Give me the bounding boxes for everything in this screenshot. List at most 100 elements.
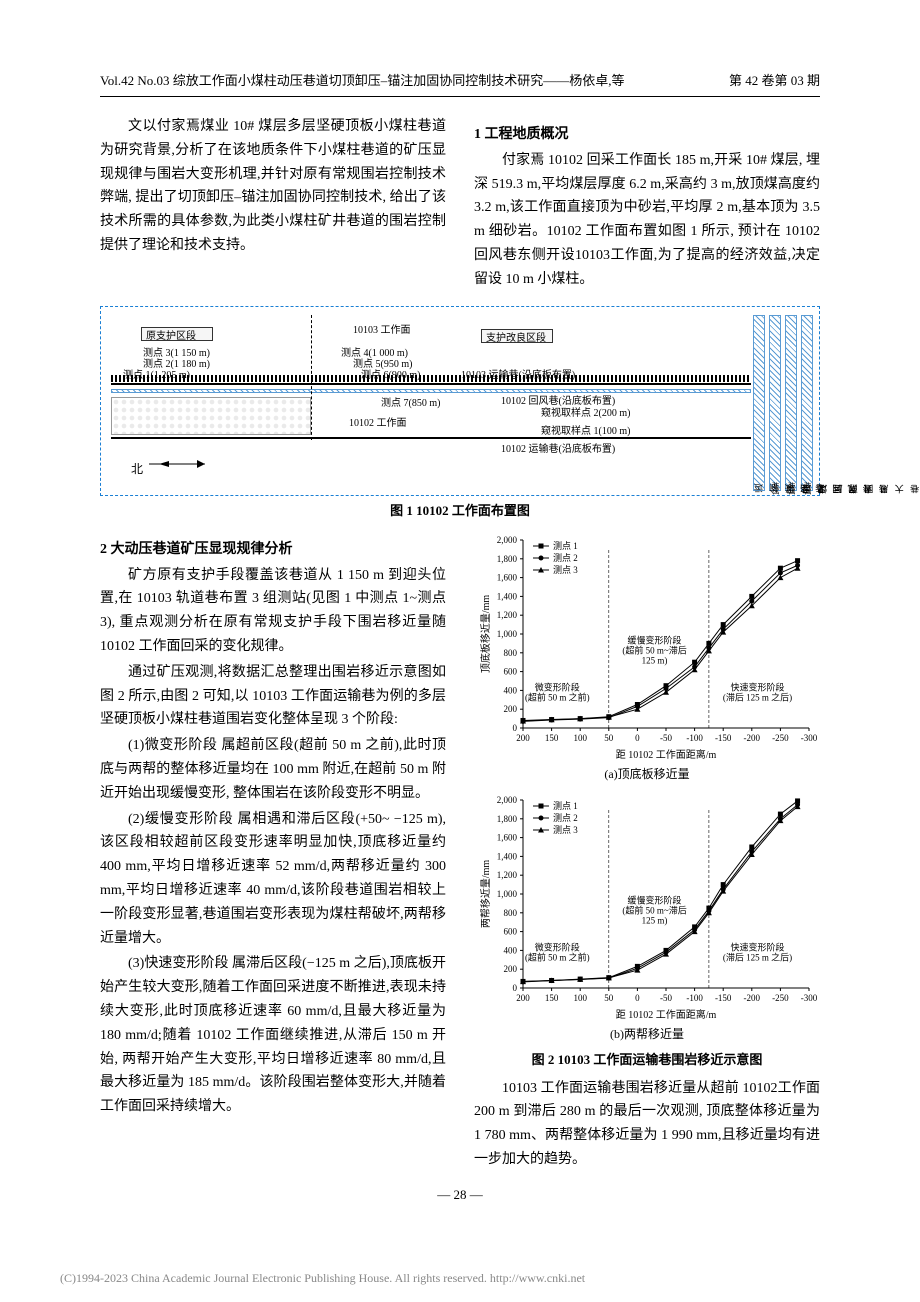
svg-text:测点 2: 测点 2 (553, 813, 578, 823)
section2-title: 2 大动压巷道矿压显现规律分析 (100, 538, 446, 562)
svg-text:150: 150 (545, 733, 559, 743)
figure2-subcaption-a: (a)顶底板移近量 (474, 764, 820, 784)
svg-text:100: 100 (573, 993, 587, 1003)
svg-text:600: 600 (504, 927, 518, 937)
sec2-p2: 通过矿压观测,将数据汇总整理出围岩移近示意图如图 2 所示,由图 2 可知,以 … (100, 661, 446, 732)
svg-text:测点 1: 测点 1 (553, 541, 578, 551)
svg-text:1,800: 1,800 (497, 814, 518, 824)
svg-text:800: 800 (504, 908, 518, 918)
figure2-caption: 图 2 10103 工作面运输巷围岩移近示意图 (474, 1049, 820, 1071)
svg-text:400: 400 (504, 946, 518, 956)
fig1-label-a: 原支护区段 (146, 328, 196, 345)
figure1-diagram: 原支护区段 10103 工作面 支护改良区段 测点 3(1 150 m) 测点 … (100, 306, 820, 496)
figure2-subcaption-b: (b)两帮移近量 (474, 1024, 820, 1044)
section1-title: 1 工程地质概况 (474, 123, 820, 147)
svg-text:距 10102 工作面距离/m: 距 10102 工作面距离/m (616, 1008, 717, 1021)
page-header: Vol.42 No.03 综放工作面小煤柱动压巷道切顶卸压–锚注加固协同控制技术… (100, 70, 820, 97)
intro-columns: 文以付家焉煤业 10# 煤层多层坚硬顶板小煤柱巷道为研究背景,分析了在该地质条件… (100, 115, 820, 294)
svg-text:1,000: 1,000 (497, 889, 518, 899)
header-right: 第 42 卷第 03 期 (729, 70, 820, 92)
svg-text:-250: -250 (772, 733, 789, 743)
lower-left: 2 大动压巷道矿压显现规律分析 矿方原有支护手段覆盖该巷道从 1 150 m 到… (100, 532, 446, 1174)
svg-text:0: 0 (635, 993, 640, 1003)
svg-text:(滞后 125 m 之后): (滞后 125 m 之后) (723, 691, 792, 702)
stage2-para: (2)缓慢变形阶段 属相遇和滞后区段(+50~ −125 m),该区段相较超前区… (100, 808, 446, 951)
svg-text:-300: -300 (801, 993, 817, 1003)
figure2-chart-a: 02004006008001,0001,2001,4001,6001,8002,… (477, 532, 817, 762)
svg-text:-300: -300 (801, 733, 817, 743)
svg-text:-200: -200 (744, 733, 761, 743)
sec2-p1: 矿方原有支护手段覆盖该巷道从 1 150 m 到迎头位置,在 10103 轨道巷… (100, 564, 446, 659)
svg-text:200: 200 (516, 993, 530, 1003)
svg-text:100: 100 (573, 733, 587, 743)
north-arrow-icon (149, 457, 209, 471)
svg-text:1,600: 1,600 (497, 833, 518, 843)
svg-text:1,200: 1,200 (497, 870, 518, 880)
svg-text:125 m): 125 m) (642, 916, 668, 926)
figure1-caption: 图 1 10102 工作面布置图 (100, 500, 820, 522)
svg-text:1,400: 1,400 (497, 591, 518, 601)
svg-text:1,400: 1,400 (497, 852, 518, 862)
svg-text:缓慢变形阶段: 缓慢变形阶段 (628, 634, 682, 645)
svg-text:测点 1: 测点 1 (553, 801, 578, 811)
svg-text:2,000: 2,000 (497, 535, 518, 545)
svg-text:-100: -100 (686, 733, 703, 743)
lower-right: 02004006008001,0001,2001,4001,6001,8002,… (474, 532, 820, 1174)
page-footer: (C)1994-2023 China Academic Journal Elec… (60, 1268, 585, 1288)
svg-text:-50: -50 (660, 733, 672, 743)
right-para1: 10103 工作面运输巷围岩移近量从超前 10102工作面 200 m 到滞后 … (474, 1077, 820, 1172)
stage3-para: (3)快速变形阶段 属滞后区段(−125 m 之后),顶底板开始产生较大变形,随… (100, 952, 446, 1119)
svg-text:0: 0 (635, 733, 640, 743)
svg-text:50: 50 (604, 993, 614, 1003)
intro-left-para: 文以付家焉煤业 10# 煤层多层坚硬顶板小煤柱巷道为研究背景,分析了在该地质条件… (100, 115, 446, 258)
svg-text:1,200: 1,200 (497, 610, 518, 620)
svg-text:1,600: 1,600 (497, 572, 518, 582)
svg-text:200: 200 (516, 733, 530, 743)
svg-text:600: 600 (504, 666, 518, 676)
figure1: 原支护区段 10103 工作面 支护改良区段 测点 3(1 150 m) 测点 … (100, 306, 820, 522)
svg-text:200: 200 (504, 964, 518, 974)
svg-text:125 m): 125 m) (642, 655, 668, 665)
svg-text:-250: -250 (772, 993, 789, 1003)
svg-text:1,000: 1,000 (497, 629, 518, 639)
svg-text:150: 150 (545, 993, 559, 1003)
intro-left: 文以付家焉煤业 10# 煤层多层坚硬顶板小煤柱巷道为研究背景,分析了在该地质条件… (100, 115, 446, 294)
fig1-p7: 测点 7(850 m) (381, 395, 440, 412)
intro-right: 1 工程地质概况 付家焉 10102 回采工作面长 185 m,开采 10# 煤… (474, 115, 820, 294)
figure2-chart-b: 0 200 400 600 800 1,000 1,200 1,400 1,600 1,800 2,… (477, 792, 817, 1022)
fig1-label-b: 10103 工作面 (353, 322, 411, 339)
svg-text:50: 50 (604, 733, 614, 743)
svg-text:测点 2: 测点 2 (553, 553, 578, 563)
fig1-label-c: 支护改良区段 (486, 330, 546, 347)
svg-text:800: 800 (504, 648, 518, 658)
svg-text:两帮移近量/mm: 两帮移近量/mm (479, 860, 492, 929)
svg-text:0: 0 (513, 723, 518, 733)
svg-text:1,800: 1,800 (497, 554, 518, 564)
fig1-t4: 窥视取样点 1(100 m) (541, 423, 630, 440)
svg-text:-150: -150 (715, 733, 732, 743)
svg-text:(超前 50 m 之前): (超前 50 m 之前) (525, 952, 590, 963)
svg-text:400: 400 (504, 685, 518, 695)
fig1-wf: 10102 工作面 (349, 415, 407, 432)
svg-text:(超前 50 m 之前): (超前 50 m 之前) (525, 691, 590, 702)
svg-text:(滞后 125 m 之后): (滞后 125 m 之后) (723, 952, 792, 963)
svg-text:-200: -200 (744, 993, 761, 1003)
fig1-north: 北 (131, 459, 143, 479)
svg-text:缓慢变形阶段: 缓慢变形阶段 (628, 895, 682, 906)
svg-text:-50: -50 (660, 993, 672, 1003)
svg-text:快速变形阶段: 快速变形阶段 (731, 942, 785, 953)
fig1-t5: 10102 运输巷(沿底板布置) (501, 441, 615, 458)
svg-text:微变形阶段: 微变形阶段 (535, 942, 580, 953)
svg-text:-150: -150 (715, 993, 732, 1003)
fig1-t3: 窥视取样点 2(200 m) (541, 405, 630, 422)
svg-text:距 10102 工作面距离/m: 距 10102 工作面距离/m (616, 748, 717, 761)
lower-columns: 2 大动压巷道矿压显现规律分析 矿方原有支护手段覆盖该巷道从 1 150 m 到… (100, 532, 820, 1174)
svg-text:测点 3: 测点 3 (553, 825, 578, 835)
section1-para: 付家焉 10102 回采工作面长 185 m,开采 10# 煤层, 埋深 519… (474, 149, 820, 292)
svg-text:顶底板移近量/mm: 顶底板移近量/mm (479, 594, 492, 673)
fig1-r5: 10# 煤层南回风大巷 (801, 482, 920, 496)
fig1-t1: 10103 运输巷(沿底板布置) (461, 367, 575, 384)
page-number: — 28 — (100, 1184, 820, 1206)
header-left: Vol.42 No.03 综放工作面小煤柱动压巷道切顶卸压–锚注加固协同控制技术… (100, 70, 624, 92)
svg-text:2,000: 2,000 (497, 795, 518, 805)
